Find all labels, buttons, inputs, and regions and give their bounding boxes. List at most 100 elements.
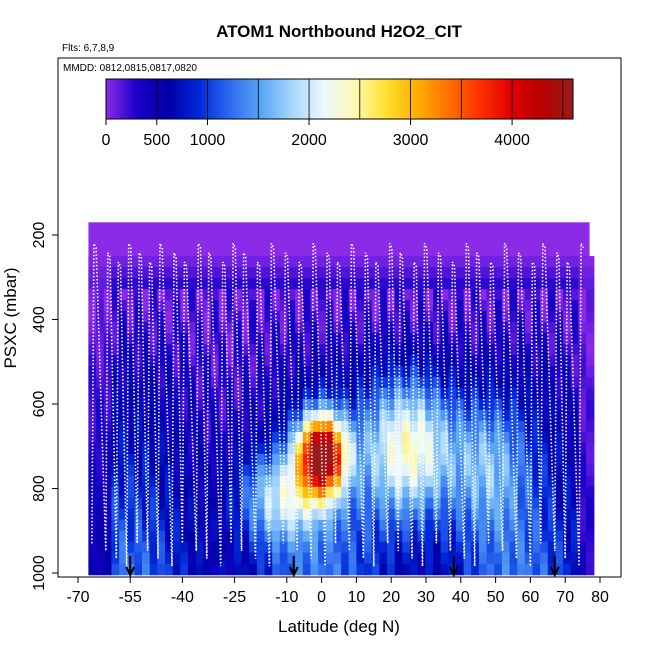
- heatmap-cell: [226, 387, 235, 400]
- heatmap-cell: [379, 541, 388, 554]
- heatmap-cell: [486, 552, 495, 565]
- heatmap-cell: [532, 289, 541, 301]
- heatmap-cell: [233, 311, 243, 323]
- heatmap-cell: [494, 519, 503, 532]
- heatmap-cell: [310, 387, 319, 400]
- heatmap-cell: [440, 519, 449, 532]
- heatmap-cell: [410, 355, 419, 367]
- heatmap-cell: [509, 508, 518, 521]
- heatmap-cell: [210, 333, 220, 345]
- heatmap-cell: [410, 563, 419, 576]
- heatmap-cell: [226, 377, 235, 389]
- heatmap-cell: [455, 322, 465, 334]
- heatmap-cell: [295, 398, 304, 411]
- heatmap-cell: [279, 311, 289, 323]
- heatmap-cell: [195, 377, 204, 389]
- heatmap-cell: [578, 442, 587, 455]
- heatmap-cell: [555, 563, 564, 576]
- heatmap-cell: [264, 464, 273, 477]
- heatmap-cell: [218, 497, 227, 510]
- heatmap-cell: [433, 377, 442, 389]
- heatmap-cell: [501, 289, 511, 301]
- heatmap-layer: [88, 222, 595, 576]
- heatmap-cell: [364, 387, 373, 400]
- heatmap-cell: [455, 333, 465, 345]
- heatmap-cell: [555, 420, 564, 433]
- heatmap-cell: [478, 442, 488, 455]
- heatmap-cell: [402, 344, 411, 356]
- heatmap-cell: [341, 366, 350, 378]
- heatmap-cell: [310, 267, 319, 279]
- heatmap-cell: [455, 519, 465, 532]
- heatmap-cell: [387, 278, 396, 290]
- heatmap-cell: [387, 486, 396, 499]
- heatmap-cell: [111, 366, 120, 378]
- heatmap-cell: [417, 311, 426, 323]
- heatmap-cell: [387, 387, 396, 400]
- heatmap-cell: [494, 497, 503, 510]
- heatmap-cell: [540, 563, 549, 576]
- heatmap-cell: [586, 530, 595, 543]
- heatmap-cell: [387, 333, 396, 345]
- heatmap-cell: [570, 355, 580, 367]
- heatmap-cell: [356, 278, 365, 290]
- heatmap-cell: [325, 333, 335, 345]
- heatmap-cell: [570, 475, 580, 488]
- heatmap-cell: [463, 420, 472, 433]
- heatmap-cell: [501, 409, 511, 422]
- heatmap-cell: [586, 464, 595, 477]
- heatmap-cell: [509, 256, 518, 268]
- heatmap-cell: [119, 300, 128, 312]
- heatmap-cell: [455, 278, 465, 290]
- heatmap-cell: [88, 486, 97, 499]
- heatmap-cell: [387, 398, 396, 411]
- heatmap-cell: [410, 344, 419, 356]
- heatmap-cell: [486, 267, 495, 279]
- heatmap-cell: [302, 508, 312, 521]
- heatmap-cell: [203, 289, 212, 301]
- heatmap-cell: [218, 431, 227, 444]
- heatmap-cell: [134, 508, 143, 521]
- heatmap-cell: [387, 420, 396, 433]
- x-tick-label: -70: [66, 589, 89, 606]
- heatmap-cell: [333, 333, 342, 345]
- heatmap-cell: [402, 453, 411, 466]
- heatmap-cell: [172, 398, 181, 411]
- heatmap-cell: [433, 563, 442, 576]
- x-tick-label: -40: [171, 589, 194, 606]
- heatmap-cell: [455, 300, 465, 312]
- heatmap-cell: [448, 366, 457, 378]
- heatmap-cell: [325, 508, 335, 521]
- heatmap-cell: [341, 300, 350, 312]
- heatmap-cell: [126, 464, 135, 477]
- heatmap-cell: [410, 333, 419, 345]
- heatmap-cell: [96, 398, 105, 411]
- heatmap-cell: [486, 377, 495, 389]
- heatmap-cell: [172, 464, 181, 477]
- heatmap-cell: [402, 552, 411, 565]
- heatmap-cell: [494, 387, 503, 400]
- heatmap-cell: [494, 530, 503, 543]
- heatmap-cell: [586, 377, 595, 389]
- heatmap-cell: [540, 420, 549, 433]
- heatmap-cell: [287, 409, 296, 422]
- heatmap-cell: [96, 387, 105, 400]
- heatmap-cell: [478, 300, 488, 312]
- heatmap-cell: [425, 256, 434, 268]
- heatmap-cell: [532, 311, 541, 323]
- heatmap-cell: [494, 420, 503, 433]
- heatmap-cell: [149, 475, 158, 488]
- heatmap-cell: [302, 377, 312, 389]
- heatmap-cell: [325, 475, 335, 488]
- heatmap-cell: [180, 530, 189, 543]
- heatmap-cell: [532, 300, 541, 312]
- heatmap-cell: [302, 486, 312, 499]
- heatmap-cell: [555, 409, 564, 422]
- heatmap-cell: [463, 256, 472, 268]
- heatmap-cell: [448, 300, 457, 312]
- heatmap-cell: [394, 519, 403, 532]
- x-tick-label: 80: [591, 589, 609, 606]
- heatmap-cell: [165, 431, 174, 444]
- heatmap-cell: [111, 442, 120, 455]
- heatmap-cell: [433, 552, 442, 565]
